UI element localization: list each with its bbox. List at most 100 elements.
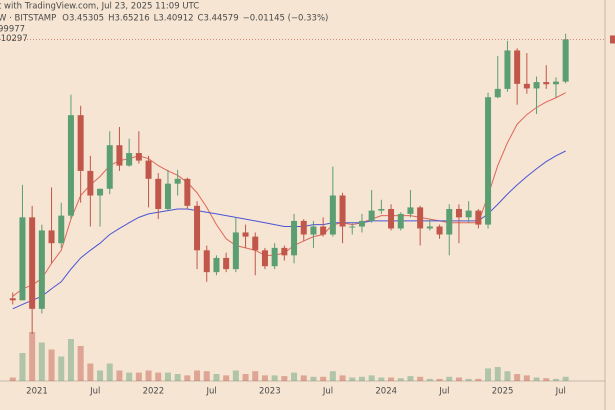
ohlc-value: L3.40912 (154, 14, 194, 24)
candle-body (145, 160, 152, 179)
candle-body (426, 226, 433, 229)
candle-body (97, 188, 104, 196)
volume-bar (455, 377, 462, 381)
volume-bar (19, 353, 26, 381)
volume-bar (397, 378, 404, 381)
candle-body (514, 50, 521, 84)
ma-value: 99977 (0, 25, 25, 35)
candle-body (562, 39, 569, 82)
candle-body (320, 226, 327, 235)
volume-bar (87, 363, 94, 381)
candle-body (446, 208, 453, 235)
volume-bar (232, 370, 239, 381)
x-tick-label: Jul (555, 387, 566, 397)
plot-area (0, 33, 605, 381)
volume-bar (116, 370, 123, 381)
candle-body (106, 145, 113, 189)
candle-body (349, 226, 356, 228)
volume-bar (310, 376, 317, 381)
candle-body (135, 153, 142, 161)
volume-bar (562, 376, 569, 381)
volume-bar (329, 371, 336, 381)
legend: W · BITSTAMP O3.45305 H3.65216 L3.40912 C3.4… (0, 14, 328, 45)
volume-bar (97, 370, 104, 381)
candle-body (126, 153, 133, 166)
volume-bar (184, 375, 191, 381)
volume-bar (368, 375, 375, 381)
x-tick-label: Jul (322, 387, 333, 397)
volume-bar (38, 342, 45, 381)
volume-bar (106, 363, 113, 381)
volume-bar (164, 372, 171, 381)
volume-bar (543, 378, 550, 381)
volume-bar (48, 349, 55, 381)
candle-body (38, 230, 45, 309)
x-tick-label: 2022 (143, 387, 165, 397)
candle-body (19, 217, 26, 301)
last-price-marker (610, 35, 615, 44)
candle-body (9, 298, 16, 301)
volume-bar (475, 378, 482, 381)
candle-body (242, 232, 249, 237)
volume-bar (291, 372, 298, 381)
candle-body (494, 88, 501, 98)
volume-bar (242, 374, 249, 381)
volume-bar (436, 378, 443, 381)
volume-bar (29, 332, 36, 381)
chart-title: t with TradingView.com, Jul 23, 2025 11:… (0, 2, 199, 12)
candle-body (223, 257, 230, 270)
candle-body (310, 226, 317, 235)
candle-body (407, 207, 414, 214)
ohlc-value: H3.65216 (108, 14, 150, 24)
candle-body (291, 220, 298, 256)
candle-body (184, 178, 191, 206)
ma-value: .10297 (0, 34, 28, 44)
ohlc-value: −0.01145 (−0.33%) (243, 14, 329, 24)
symbol-label: W · BITSTAMP (0, 14, 56, 24)
candle-body (329, 195, 336, 235)
ohlc-value: O3.45305 (62, 14, 104, 24)
candle-body (67, 115, 74, 216)
candle-body (213, 257, 220, 273)
volume-bar (145, 370, 152, 381)
volume-bar (58, 356, 65, 381)
volume-bar (552, 378, 559, 381)
volume-bar (339, 375, 346, 381)
volume-bar (446, 376, 453, 381)
candle-body (261, 250, 268, 267)
volume-bar (426, 378, 433, 381)
x-tick-label: 2023 (259, 387, 281, 397)
candle-body (436, 226, 443, 235)
volume-bar (223, 375, 230, 381)
candle-body (58, 215, 65, 244)
candle-body (29, 217, 36, 309)
candle-body (300, 220, 307, 235)
candle-body (378, 208, 385, 211)
volume-bar (358, 376, 365, 381)
volume-bar (533, 377, 540, 381)
candle-body (87, 170, 94, 196)
candle-body (485, 97, 492, 225)
volume-bar (504, 371, 511, 381)
x-tick-label: Jul (205, 387, 216, 397)
candle-body (533, 82, 540, 89)
volume-bar (67, 339, 74, 381)
x-tick-label: 2021 (26, 387, 48, 397)
candle-body (164, 183, 171, 209)
moving-average (12, 92, 566, 297)
volume-bar (271, 375, 278, 381)
volume-bar (514, 374, 521, 381)
volume-bar (300, 375, 307, 381)
candle-body (552, 81, 559, 85)
volume-bar (417, 376, 424, 381)
candle-body (339, 195, 346, 227)
candle-body (475, 210, 482, 225)
volume-bar (349, 377, 356, 381)
volume-bar (320, 376, 327, 381)
candle-body (271, 247, 278, 267)
x-tick-label: 2024 (375, 387, 397, 397)
volume-bar (77, 346, 84, 381)
